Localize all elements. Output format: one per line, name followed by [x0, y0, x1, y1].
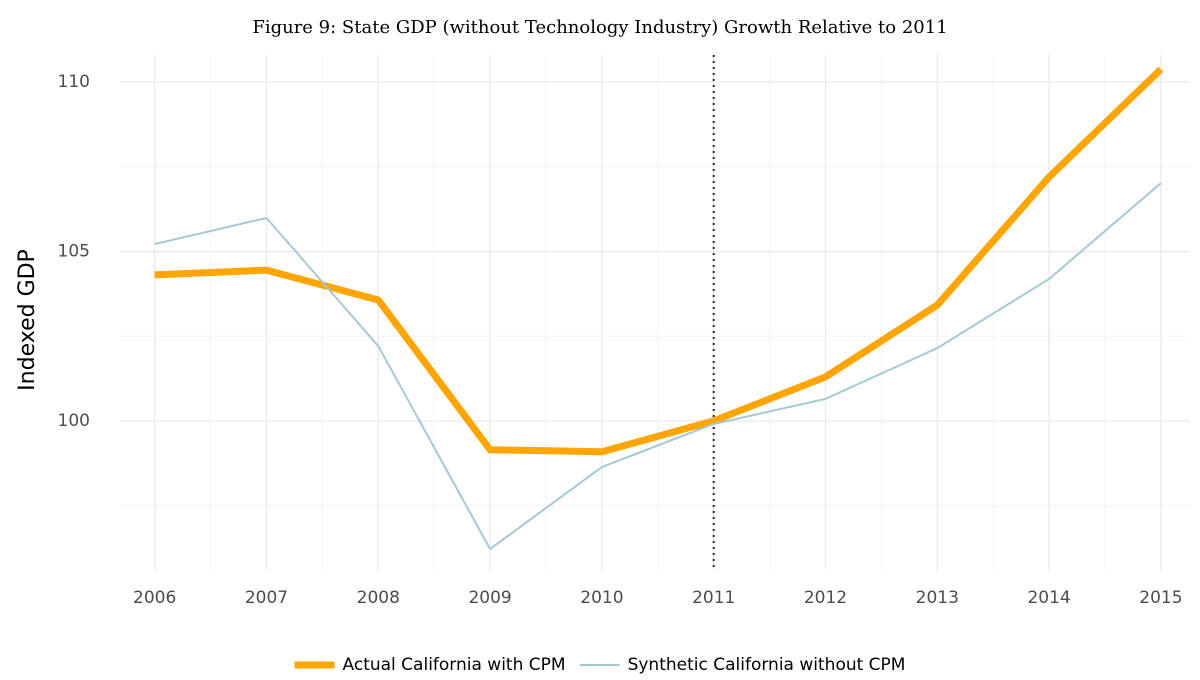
y-axis-label: Indexed GDP	[15, 249, 40, 391]
x-tick-label: 2015	[1139, 588, 1182, 608]
x-tick-label: 2014	[1027, 588, 1070, 608]
legend-label: Synthetic California without CPM	[628, 655, 906, 675]
x-tick-label: 2008	[357, 588, 400, 608]
x-tick-label: 2006	[133, 588, 176, 608]
x-tick-label: 2012	[804, 588, 847, 608]
chart-title: Figure 9: State GDP (without Technology …	[252, 17, 947, 38]
series-line	[154, 66, 1164, 456]
x-tick-label: 2010	[580, 588, 623, 608]
y-tick-label: 100	[58, 411, 90, 431]
x-tick-label: 2011	[692, 588, 735, 608]
y-tick-label: 105	[58, 242, 90, 262]
series-line	[154, 182, 1162, 550]
legend-label: Actual California with CPM	[343, 655, 566, 675]
y-tick-label: 110	[58, 72, 90, 92]
x-tick-label: 2009	[468, 588, 511, 608]
x-tick-label: 2013	[916, 588, 959, 608]
x-tick-label: 2007	[245, 588, 288, 608]
